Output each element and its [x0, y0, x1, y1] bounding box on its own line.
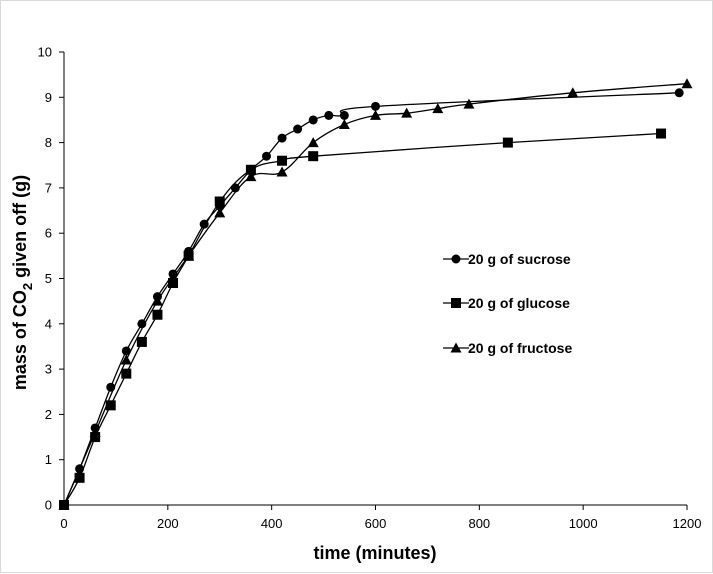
y-tick-label: 0 — [45, 498, 52, 513]
legend-marker-square — [451, 298, 461, 308]
y-tick-label: 5 — [45, 271, 52, 286]
y-axis-title-main: mass of CO — [10, 290, 30, 390]
x-tick-label: 200 — [157, 516, 179, 531]
data-point-circle — [293, 124, 303, 134]
y-axis-title-rest: given off (g) — [10, 175, 30, 283]
data-point-square — [121, 368, 132, 379]
data-point-triangle — [214, 207, 226, 218]
data-point-circle — [324, 110, 334, 120]
y-tick-label: 7 — [45, 180, 52, 195]
data-point-circle — [121, 346, 131, 356]
y-tick-label: 4 — [45, 316, 52, 331]
x-tick-label: 600 — [365, 516, 387, 531]
data-point-triangle — [120, 354, 132, 365]
data-point-circle — [277, 133, 287, 143]
data-point-square — [308, 151, 319, 162]
data-point-square — [656, 128, 667, 139]
y-tick-label: 6 — [45, 226, 52, 241]
data-point-square — [74, 472, 85, 483]
series-line-square — [63, 132, 662, 506]
legend: 20 g of sucrose 20 g of glucose 20 g of fr… — [443, 251, 572, 356]
data-point-circle — [371, 101, 380, 111]
y-tick-label: 3 — [45, 362, 52, 377]
data-point-square — [245, 164, 256, 175]
legend-label: 20 g of glucose — [468, 295, 570, 311]
data-point-square — [90, 432, 101, 443]
legend-item-circle: 20 g of sucrose — [443, 251, 571, 267]
axes: 0 1 2 3 4 5 6 7 8 9 10 0 200 400 600 800 1000 1200 — [38, 45, 702, 532]
data-point-square — [105, 400, 116, 411]
data-point-circle — [261, 151, 271, 161]
x-tick-label: 1200 — [673, 516, 702, 531]
data-point-triangle — [370, 109, 381, 120]
legend-marker-circle — [451, 254, 461, 264]
data-point-circle — [674, 88, 684, 98]
x-tick-label: 800 — [468, 516, 490, 531]
data-point-triangle — [307, 137, 319, 148]
data-point-square — [168, 278, 179, 289]
data-point-circle — [308, 115, 318, 125]
data-point-triangle — [183, 250, 195, 261]
x-tick-label: 1000 — [569, 516, 598, 531]
data-point-triangle — [245, 171, 257, 182]
data-point-circle — [168, 269, 178, 279]
data-point-triangle — [276, 166, 288, 177]
data-point-triangle — [463, 98, 475, 109]
series-triangle — [58, 78, 693, 510]
x-tick-label: 0 — [60, 516, 67, 531]
data-point-circle — [339, 110, 349, 120]
data-point-square — [502, 137, 513, 148]
series-square — [59, 128, 667, 510]
data-point-triangle — [401, 107, 413, 118]
data-point-square — [214, 196, 225, 207]
y-tick-label: 10 — [38, 45, 52, 60]
data-point-triangle — [89, 427, 101, 438]
data-point-square — [136, 336, 147, 347]
data-point-square — [152, 309, 163, 320]
legend-item-triangle: 20 g of fructose — [443, 340, 572, 356]
data-point-circle — [137, 319, 147, 329]
y-axis-title: mass of CO2 given off (g) — [10, 175, 35, 390]
data-point-square — [277, 155, 288, 166]
y-tick-label: 8 — [45, 135, 52, 150]
legend-label: 20 g of sucrose — [468, 251, 571, 267]
legend-marker-triangle — [450, 342, 462, 353]
y-tick-label: 1 — [45, 452, 52, 467]
data-point-triangle — [151, 295, 163, 306]
data-point-triangle — [58, 499, 70, 510]
data-point-triangle — [432, 103, 444, 114]
legend-label: 20 g of fructose — [468, 340, 572, 356]
y-tick-label: 9 — [45, 90, 52, 105]
series-layer — [58, 78, 693, 510]
y-axis-title-subscript: 2 — [20, 283, 35, 290]
legend-item-square: 20 g of glucose — [443, 295, 570, 311]
x-axis-title: time (minutes) — [313, 543, 436, 563]
data-point-triangle — [567, 87, 579, 98]
data-point-triangle — [338, 118, 350, 129]
x-tick-label: 400 — [261, 516, 283, 531]
y-tick-label: 2 — [45, 407, 52, 422]
data-point-triangle — [681, 78, 693, 89]
